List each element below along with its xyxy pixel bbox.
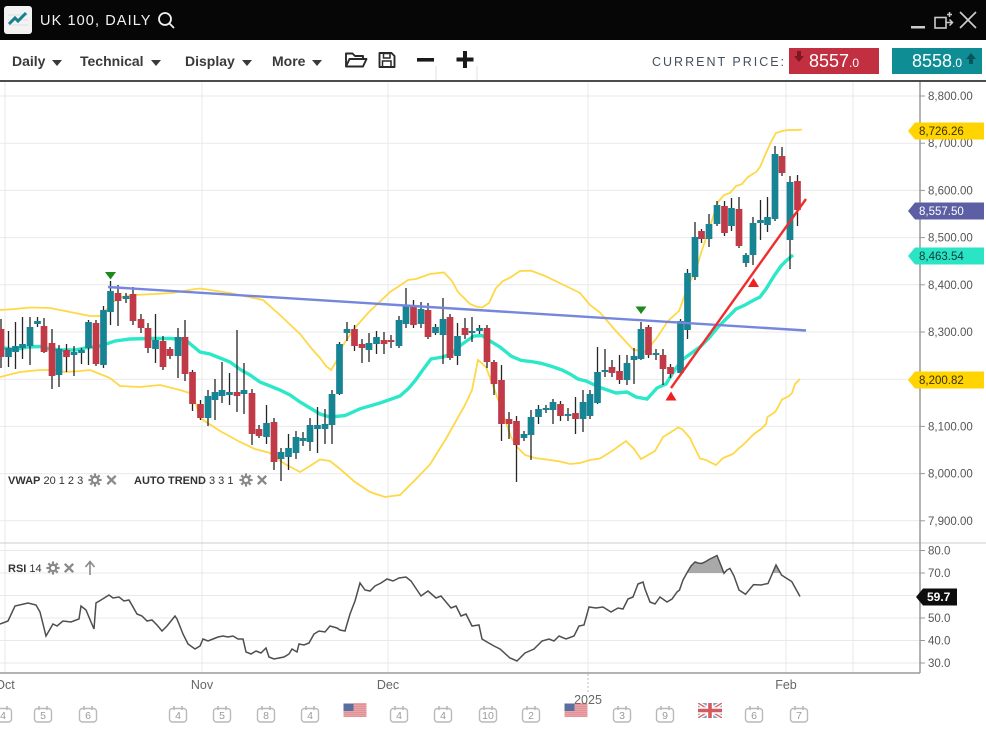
svg-text:8,600.00: 8,600.00: [928, 185, 973, 197]
svg-text:8,463.54: 8,463.54: [919, 251, 964, 263]
svg-text:8,300.00: 8,300.00: [928, 327, 973, 339]
svg-text:5: 5: [40, 710, 46, 722]
svg-text:6: 6: [751, 710, 757, 722]
svg-text:4: 4: [396, 710, 402, 722]
svg-text:8,700.00: 8,700.00: [928, 138, 973, 150]
svg-text:8,557.50: 8,557.50: [919, 206, 964, 218]
svg-text:8,100.00: 8,100.00: [928, 421, 973, 433]
svg-text:VWAP 20 1 2 3: VWAP 20 1 2 3: [8, 475, 83, 487]
svg-text:9: 9: [662, 710, 668, 722]
svg-text:70.0: 70.0: [928, 568, 950, 580]
svg-text:AUTO TREND 3 3 1: AUTO TREND 3 3 1: [134, 475, 233, 487]
svg-text:8,800.00: 8,800.00: [928, 91, 973, 103]
svg-text:RSI 14: RSI 14: [8, 563, 42, 575]
svg-text:80.0: 80.0: [928, 546, 950, 558]
svg-text:4: 4: [175, 710, 181, 722]
svg-text:8,726.26: 8,726.26: [919, 126, 964, 138]
svg-text:Feb: Feb: [775, 678, 797, 692]
svg-text:40.0: 40.0: [928, 636, 950, 648]
svg-text:2: 2: [528, 710, 534, 722]
svg-text:5: 5: [219, 710, 225, 722]
svg-text:59.7: 59.7: [927, 590, 951, 604]
svg-text:3: 3: [619, 710, 625, 722]
svg-text:7,900.00: 7,900.00: [928, 516, 973, 528]
svg-text:4: 4: [440, 710, 446, 722]
svg-text:Oct: Oct: [0, 678, 15, 692]
svg-text:7: 7: [796, 710, 802, 722]
svg-text:Dec: Dec: [377, 678, 399, 692]
svg-text:6: 6: [85, 710, 91, 722]
svg-text:50.0: 50.0: [928, 613, 950, 625]
svg-text:8,400.00: 8,400.00: [928, 280, 973, 292]
svg-text:8: 8: [263, 710, 269, 722]
svg-text:4: 4: [307, 710, 313, 722]
svg-text:4: 4: [0, 710, 6, 722]
svg-text:8,200.82: 8,200.82: [919, 375, 964, 387]
svg-text:8,500.00: 8,500.00: [928, 233, 973, 245]
svg-text:30.0: 30.0: [928, 658, 950, 670]
svg-text:8,000.00: 8,000.00: [928, 469, 973, 481]
svg-text:Nov: Nov: [191, 678, 214, 692]
svg-text:10: 10: [482, 710, 494, 722]
